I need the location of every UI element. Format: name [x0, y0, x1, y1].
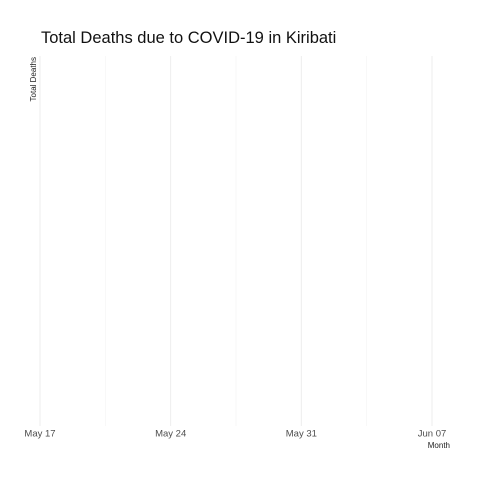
- x-axis-title: Month: [428, 441, 450, 450]
- x-tick-label: May 24: [155, 429, 186, 440]
- chart-title: Total Deaths due to COVID-19 in Kiribati: [41, 29, 336, 47]
- x-tick-labels: May 17 May 24 May 31 Jun 07: [24, 429, 446, 440]
- y-axis-title: Total Deaths: [29, 57, 38, 101]
- x-tick-label: May 17: [24, 429, 55, 440]
- x-tick-label: May 31: [286, 429, 317, 440]
- grid-layer: [39, 56, 433, 426]
- x-tick-label: Jun 07: [418, 429, 447, 440]
